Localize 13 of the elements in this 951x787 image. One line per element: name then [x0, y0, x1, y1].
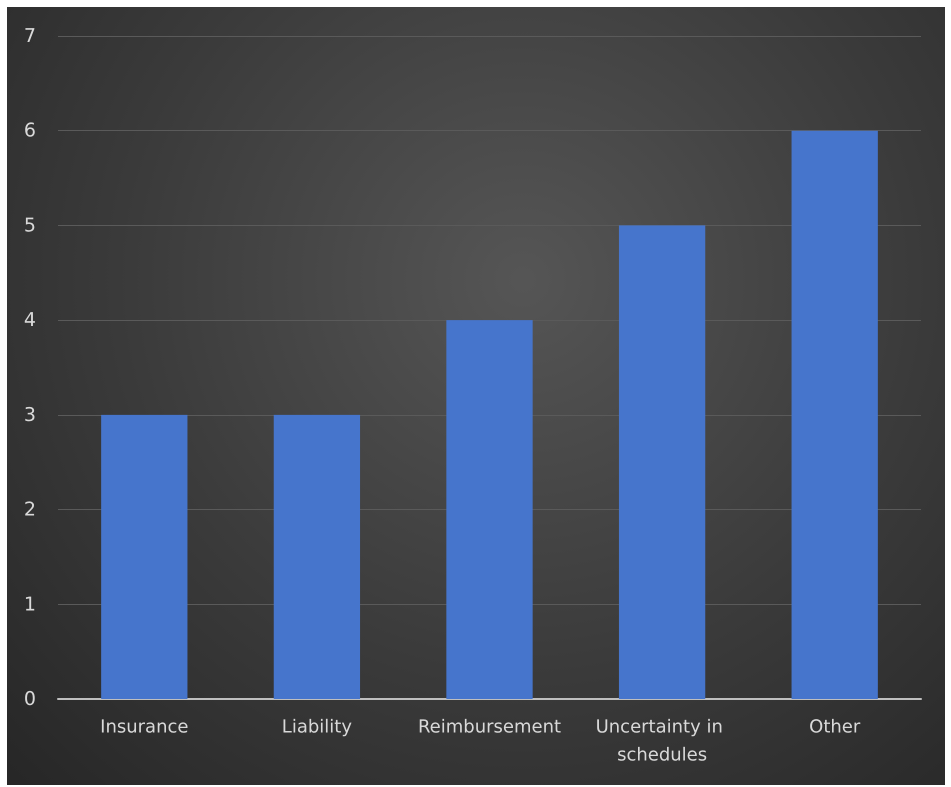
x-tick-label: Other [809, 716, 861, 738]
x-tick-label: Reimbursement [418, 716, 562, 738]
y-tick-label: 7 [24, 25, 36, 47]
y-tick-label: 0 [24, 688, 36, 710]
x-tick-label: Insurance [100, 716, 188, 738]
y-tick-label: 5 [24, 214, 36, 236]
y-tick-label: 4 [24, 309, 36, 332]
y-tick-label: 1 [24, 593, 36, 616]
x-tick-label: Liability [282, 716, 352, 738]
x-tick-label: Uncertainty in schedules [596, 716, 729, 766]
y-tick-label: 3 [24, 404, 36, 426]
y-tick-label: 2 [24, 498, 36, 521]
y-tick-label: 6 [24, 120, 36, 142]
